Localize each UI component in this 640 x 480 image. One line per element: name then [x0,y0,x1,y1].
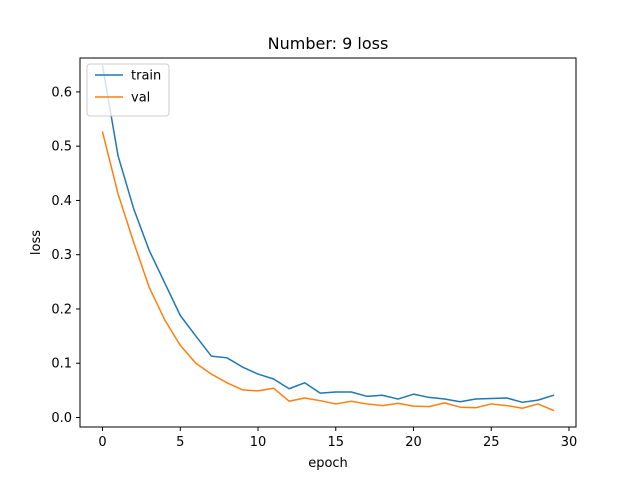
axes-frame [79,57,577,428]
x-tick-label: 0 [98,435,106,450]
series-line-train [101,65,555,404]
legend-box [86,63,170,117]
x-tick-label: 30 [561,435,578,450]
y-tick-label: 0.6 [51,85,72,100]
x-axis-label: epoch [308,456,348,471]
legend-label-val: val [131,91,150,106]
plot-area [101,65,555,412]
x-tick-label: 10 [250,435,267,450]
y-tick-label: 0.3 [51,248,72,263]
x-tick-label: 20 [405,435,422,450]
y-tick-label: 0.1 [51,357,72,372]
y-tick-label: 0.4 [51,194,72,209]
y-axis-label: loss [29,230,44,255]
x-axis: 0 5 10 15 20 25 30 [98,427,577,450]
y-tick-label: 0.0 [51,411,72,426]
y-axis: 0.0 0.1 0.2 0.3 0.4 0.5 0.6 [51,85,80,426]
y-tick-label: 0.2 [51,302,72,317]
legend-label-train: train [131,69,161,84]
legend: train val [86,63,170,117]
series-line-val [101,131,555,412]
y-tick-label: 0.5 [51,140,72,155]
x-tick-label: 15 [328,435,345,450]
chart-title: Number: 9 loss [268,34,389,53]
x-tick-label: 25 [483,435,500,450]
x-tick-label: 5 [176,435,184,450]
